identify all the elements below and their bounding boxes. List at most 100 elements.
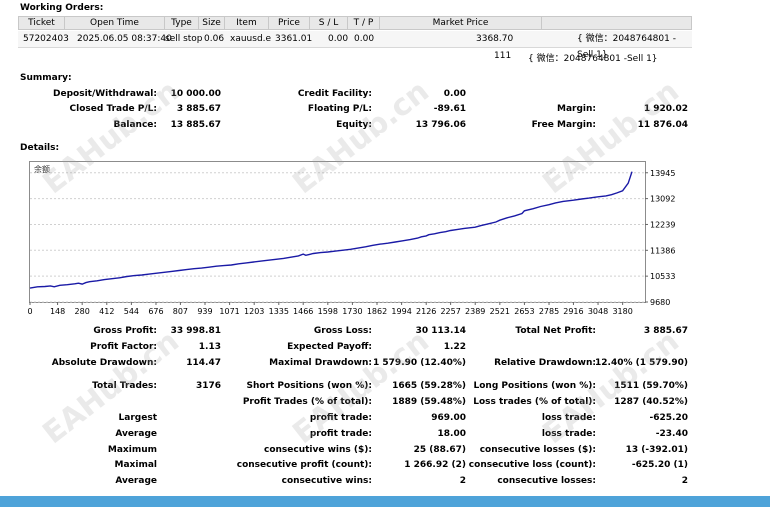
credit-value: 0.00 (443, 89, 466, 99)
loss-trades-value: 1287 (40.52%) (614, 397, 688, 407)
col-sl: S / L (310, 17, 348, 30)
col-tp: T / P (348, 17, 380, 30)
avg-losses-value: 2 (681, 476, 688, 486)
bottom-selection-bar[interactable] (0, 496, 770, 507)
max-losses-label: consecutive losses ($): (479, 445, 596, 455)
gross-loss-label: Gross Loss: (313, 326, 372, 336)
order-open-time: 2025.06.05 08:37:40 (77, 34, 172, 44)
long-positions-label: Long Positions (won %): (473, 381, 596, 391)
long-positions-value: 1511 (59.70%) (614, 381, 688, 391)
x-tick-label: 2257 (440, 307, 460, 316)
largest-loss-label: loss trade: (541, 413, 596, 423)
chart-title: 余额 (34, 164, 50, 174)
short-positions-value: 1665 (59.28%) (392, 381, 466, 391)
order-tp: 0.00 (354, 34, 375, 44)
x-tick-label: 2653 (514, 307, 534, 316)
order-row[interactable]: 57202403 2025.06.05 08:37:40 sell stop 0… (18, 31, 692, 60)
y-tick-label: 11386 (650, 246, 675, 255)
largest-profit-value: 969.00 (431, 413, 466, 423)
order-market-price: 3368.70 (476, 34, 514, 44)
col-type: Type (165, 17, 199, 30)
max-wins-label: consecutive wins ($): (263, 445, 372, 455)
col-price: Price (269, 17, 310, 30)
largest-loss-value: -625.20 (649, 413, 688, 423)
maximal-label: Maximal (114, 460, 157, 470)
credit-label: Credit Facility: (297, 89, 372, 99)
max-wins-value: 25 (88.67) (413, 445, 466, 455)
extra-order-comment: { 微信：2048764801 -Sell 1} (528, 54, 658, 64)
short-positions-label: Short Positions (won %): (246, 381, 372, 391)
col-open-time: Open Time (65, 17, 165, 30)
maximal-loss-label: consecutive loss (count): (468, 460, 596, 470)
equity-value: 13 796.06 (415, 120, 466, 130)
x-tick-label: 1203 (244, 307, 264, 316)
y-tick-label: 10533 (650, 272, 675, 281)
x-tick-label: 2521 (490, 307, 510, 316)
x-tick-label: 1071 (219, 307, 239, 316)
x-tick-label: 1335 (269, 307, 289, 316)
order-item: xauusd.e (230, 34, 272, 44)
x-tick-label: 412 (99, 307, 114, 316)
x-tick-label: 807 (173, 307, 188, 316)
order-type: sell stop (165, 34, 203, 44)
abs-drawdown-label: Absolute Drawdown: (51, 358, 157, 368)
max-drawdown-label: Maximal Drawdown: (269, 358, 372, 368)
x-tick-label: 1862 (367, 307, 387, 316)
maximal-loss-value: -625.20 (1) (631, 460, 688, 470)
balance-chart-frame (29, 161, 646, 303)
x-tick-label: 148 (50, 307, 65, 316)
average-profit-label: profit trade: (309, 429, 372, 439)
x-tick-label: 3180 (612, 307, 632, 316)
closed-pl-value: 3 885.67 (176, 104, 221, 114)
order-comment: { 微信：2048764801 -Sell 1} (577, 34, 676, 60)
col-item: Item (225, 17, 269, 30)
rel-drawdown-value: 12.40% (1 579.90) (595, 358, 688, 368)
average-profit-value: 18.00 (437, 429, 466, 439)
x-tick-label: 2126 (416, 307, 436, 316)
x-tick-label: 676 (148, 307, 163, 316)
y-tick-label: 13945 (650, 169, 675, 178)
extra-order-count: 111 (494, 51, 512, 61)
largest-profit-label: profit trade: (309, 413, 372, 423)
profit-trades-value: 1889 (59.48%) (392, 397, 466, 407)
expected-payoff-value: 1.22 (443, 342, 466, 352)
y-tick-label: 13092 (650, 195, 675, 204)
x-tick-label: 1730 (342, 307, 362, 316)
x-tick-label: 2785 (539, 307, 559, 316)
loss-trades-label: Loss trades (% of total): (473, 397, 596, 407)
x-tick-label: 0 (27, 307, 32, 316)
x-tick-label: 939 (197, 307, 212, 316)
margin-value: 1 920.02 (643, 104, 688, 114)
average2-label: Average (115, 476, 157, 486)
gross-profit-value: 33 998.81 (170, 326, 221, 336)
free-margin-value: 11 876.04 (637, 120, 688, 130)
net-profit-value: 3 885.67 (643, 326, 688, 336)
profit-factor-label: Profit Factor: (90, 342, 157, 352)
gross-loss-value: 30 113.14 (415, 326, 466, 336)
x-tick-label: 280 (75, 307, 90, 316)
x-tick-label: 1994 (391, 307, 411, 316)
balance-value: 13 885.67 (170, 120, 221, 130)
largest-label: Largest (118, 413, 157, 423)
deposit-label: Deposit/Withdrawal: (53, 89, 157, 99)
working-orders-title: Working Orders: (20, 3, 104, 13)
expected-payoff-label: Expected Payoff: (287, 342, 372, 352)
col-market-price: Market Price (380, 17, 542, 30)
x-tick-label: 1598 (318, 307, 338, 316)
max-drawdown-value: 1 579.90 (12.40%) (373, 358, 466, 368)
maximum-label: Maximum (107, 445, 157, 455)
equity-label: Equity: (336, 120, 372, 130)
margin-label: Margin: (556, 104, 596, 114)
order-ticket: 57202403 (23, 34, 69, 44)
maximal-profit-value: 1 266.92 (2) (404, 460, 466, 470)
floating-pl-value: -89.61 (433, 104, 466, 114)
summary-title: Summary: (20, 73, 72, 83)
profit-trades-label: Profit Trades (% of total): (242, 397, 372, 407)
total-trades-label: Total Trades: (92, 381, 157, 391)
deposit-value: 10 000.00 (170, 89, 221, 99)
avg-wins-value: 2 (459, 476, 466, 486)
col-ticket: Ticket (19, 17, 65, 30)
maximal-profit-label: consecutive profit (count): (236, 460, 372, 470)
details-title: Details: (20, 143, 60, 153)
order-price: 3361.01 (275, 34, 313, 44)
